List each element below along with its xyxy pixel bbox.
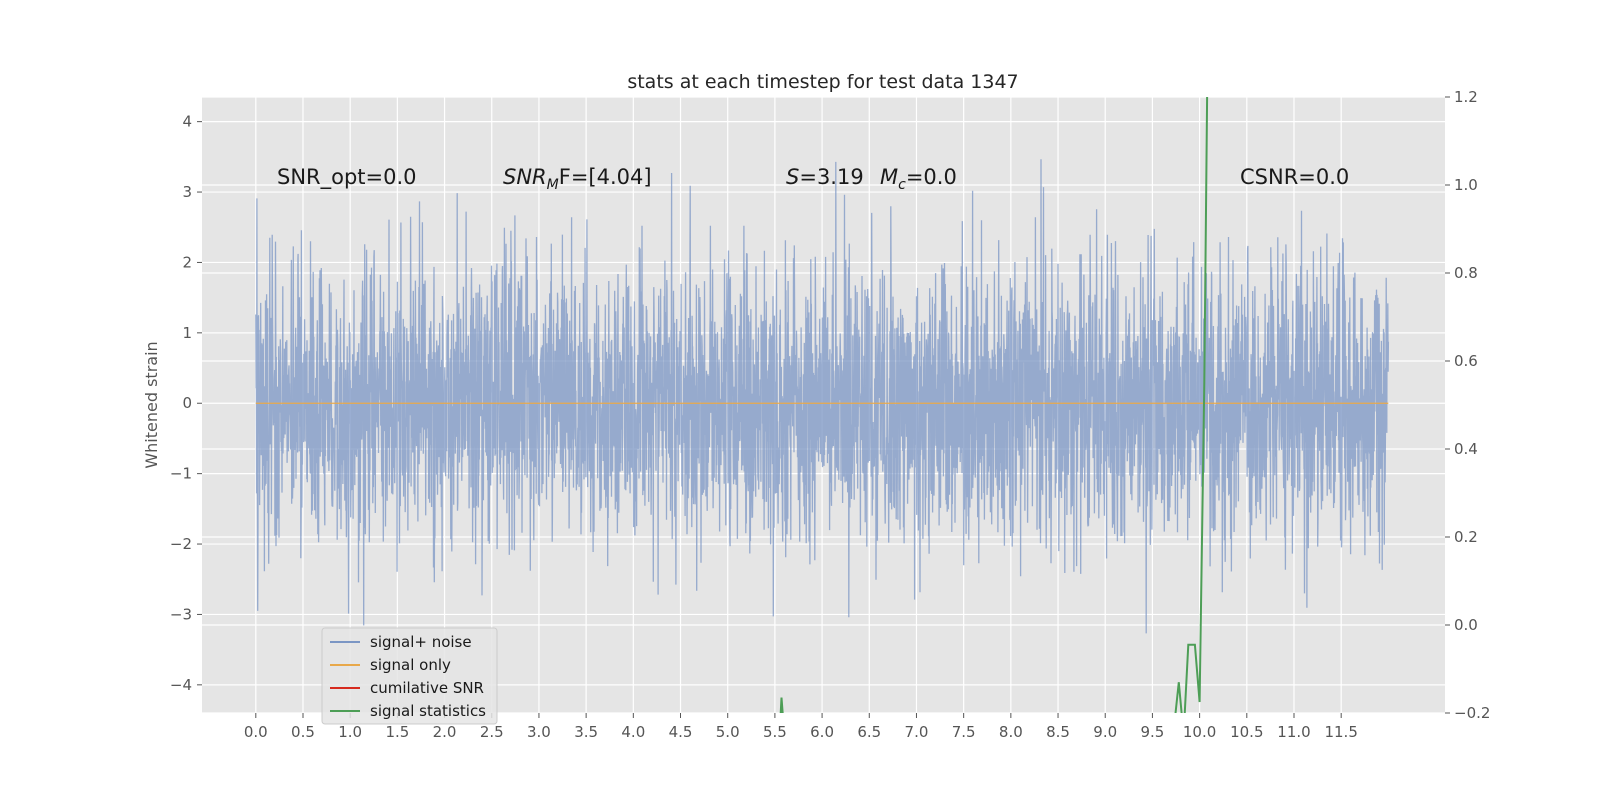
y-axis-ticks: 4 3 2 1 0 −1 −2 −3 −4 xyxy=(170,113,202,694)
y-right-tick-label: 0.0 xyxy=(1454,616,1478,634)
series-signal-noise xyxy=(255,159,1390,634)
legend-label: signal statistics xyxy=(370,702,486,720)
x-tick-label: 4.5 xyxy=(669,723,693,741)
snr-mf-subscript: M xyxy=(547,177,559,193)
x-tick-label: 2.0 xyxy=(433,723,457,741)
y-tick-label: −4 xyxy=(170,676,192,694)
legend-box xyxy=(321,627,498,725)
x-tick-label: 5.0 xyxy=(716,723,740,741)
s-annotation: S=3.19 xyxy=(786,165,864,189)
x-tick-label: 10.5 xyxy=(1230,723,1263,741)
csnr-annotation: CSNR=0.0 xyxy=(1240,165,1349,189)
x-tick-label: 3.0 xyxy=(527,723,551,741)
mc-symbol: M xyxy=(880,165,898,189)
x-tick-label: 3.5 xyxy=(574,723,598,741)
y-tick-label: 0 xyxy=(182,394,192,412)
x-tick-label: 0.5 xyxy=(291,723,315,741)
series-signal-statistics xyxy=(779,97,1209,713)
annotations: SNR_opt=0.0 SNRMF=[4.04] S=3.19 Mc=0.0 C… xyxy=(277,165,1349,193)
y-right-tick-label: 1.2 xyxy=(1454,88,1478,106)
noise-line xyxy=(255,159,1390,634)
signal-statistics-line xyxy=(779,697,784,713)
signal-statistics-line xyxy=(1174,97,1209,713)
y-right-tick-label: 0.4 xyxy=(1454,440,1478,458)
s-value: =3.19 xyxy=(799,165,863,189)
snr-mf-value: F=[4.04] xyxy=(559,165,652,189)
snr-mf-symbol: SNR xyxy=(503,165,547,189)
x-tick-label: 9.0 xyxy=(1093,723,1117,741)
y-tick-label: −3 xyxy=(170,605,192,623)
y-tick-label: 3 xyxy=(182,183,192,201)
x-tick-label: 1.0 xyxy=(338,723,362,741)
x-tick-label: 11.0 xyxy=(1277,723,1310,741)
y-tick-label: 4 xyxy=(182,113,192,131)
mc-value: =0.0 xyxy=(906,165,957,189)
x-tick-label: 1.5 xyxy=(385,723,409,741)
y-right-tick-label: 0.6 xyxy=(1454,352,1478,370)
x-tick-label: 2.5 xyxy=(480,723,504,741)
legend-label: signal only xyxy=(370,656,451,674)
s-symbol: S xyxy=(786,165,799,189)
y-tick-label: −1 xyxy=(170,465,192,483)
y-right-tick-label: 0.8 xyxy=(1454,264,1478,282)
x-tick-label: 7.0 xyxy=(905,723,929,741)
x-tick-label: 9.5 xyxy=(1140,723,1164,741)
snr-mf-annotation: SNRMF=[4.04] xyxy=(503,165,652,193)
y-tick-label: 2 xyxy=(182,253,192,271)
snr-opt-annotation: SNR_opt=0.0 xyxy=(277,165,417,190)
y-axis-right-ticks: 1.2 1.0 0.8 0.6 0.4 0.2 0.0 −0.2 xyxy=(1445,88,1490,722)
legend-label: cumilative SNR xyxy=(370,679,484,697)
y-right-tick-label: 0.2 xyxy=(1454,528,1478,546)
legend-label: signal+ noise xyxy=(370,633,472,651)
x-tick-label: 6.5 xyxy=(857,723,881,741)
chart-title: stats at each timestep for test data 134… xyxy=(627,71,1018,93)
x-axis-ticks: 0.0 0.5 1.0 1.5 2.0 2.5 3.0 3.5 4.0 4.5 5.0 5.5 6.0 6… xyxy=(244,713,1358,741)
x-tick-label: 0.0 xyxy=(244,723,268,741)
mc-subscript: c xyxy=(898,177,906,193)
x-tick-label: 10.0 xyxy=(1183,723,1216,741)
y-axis-label: Whitened strain xyxy=(142,341,161,468)
mc-annotation: Mc=0.0 xyxy=(880,165,957,193)
legend: signal+ noise signal only cumilative SNR si… xyxy=(321,627,498,725)
x-tick-label: 8.5 xyxy=(1046,723,1070,741)
x-tick-label: 4.0 xyxy=(621,723,645,741)
y-tick-label: −2 xyxy=(170,535,192,553)
x-tick-label: 6.0 xyxy=(810,723,834,741)
y-right-tick-label: 1.0 xyxy=(1454,176,1478,194)
x-tick-label: 11.5 xyxy=(1324,723,1357,741)
y-right-tick-label: −0.2 xyxy=(1454,704,1490,722)
x-tick-label: 8.0 xyxy=(999,723,1023,741)
y-tick-label: 1 xyxy=(182,324,192,342)
x-tick-label: 7.5 xyxy=(952,723,976,741)
x-tick-label: 5.5 xyxy=(763,723,787,741)
